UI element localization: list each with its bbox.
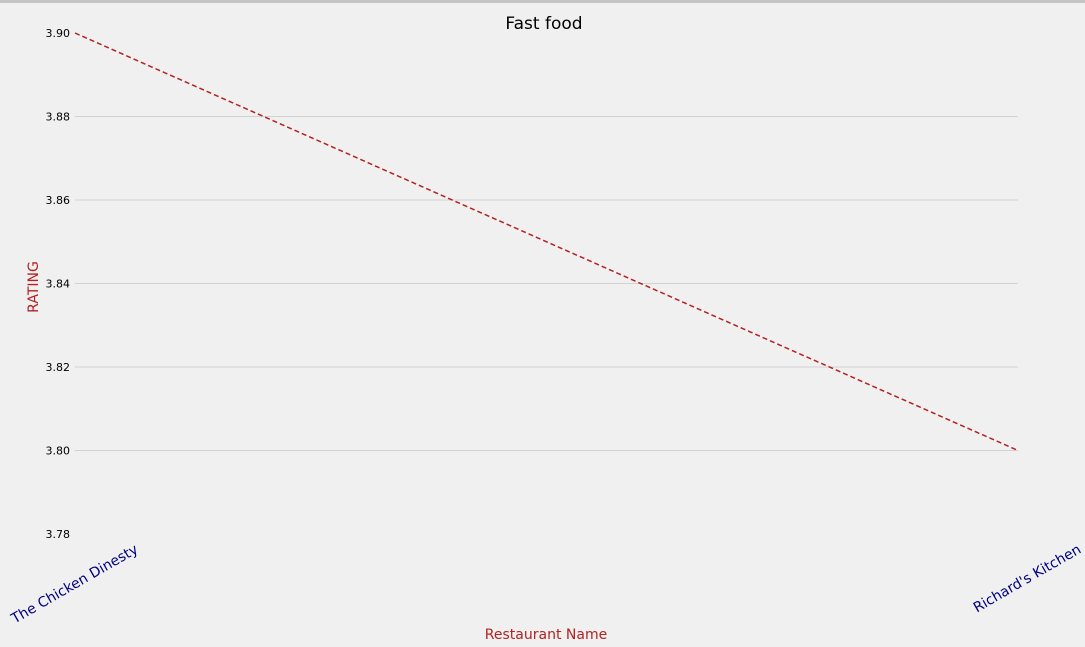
gridlines [75,116,1018,451]
series-line [74,32,1019,452]
x-axis-categories: The Chicken Dinesty Richard's Kitchen [8,542,1084,628]
y-tick-label: 3.84 [46,278,71,291]
top-border-rule [0,0,1085,3]
y-axis-ticks: 3.90 3.88 3.86 3.84 3.82 3.80 3.78 [46,27,71,541]
y-tick-label: 3.80 [46,445,71,458]
series-lines [74,32,1019,452]
y-tick-label: 3.88 [46,111,71,124]
y-axis-title: RATING [26,261,42,313]
y-tick-label: 3.86 [46,194,71,207]
chart-title: Fast food [505,14,582,34]
x-category-label: Richard's Kitchen [971,542,1084,617]
y-tick-label: 3.82 [46,361,71,374]
y-tick-label: 3.90 [46,27,71,40]
x-axis-title: Restaurant Name [485,627,607,643]
x-category-label: The Chicken Dinesty [8,542,141,628]
y-tick-label: 3.78 [46,528,71,541]
